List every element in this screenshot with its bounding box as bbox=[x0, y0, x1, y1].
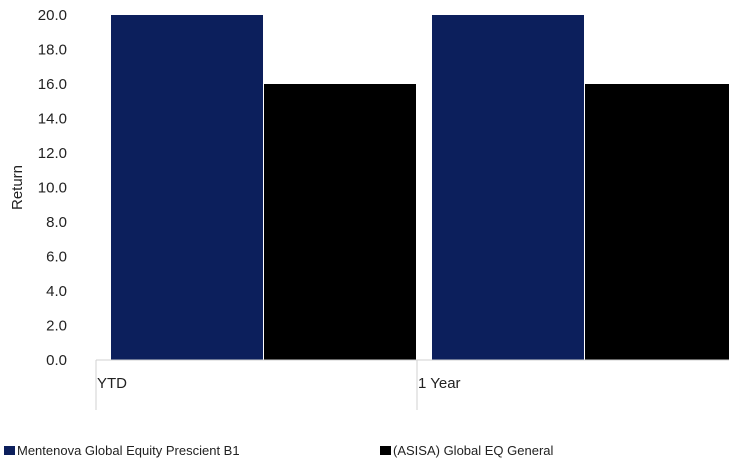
legend-item-series-1: Mentenova Global Equity Prescient B1 bbox=[4, 443, 240, 458]
y-tick-label: 0.0 bbox=[46, 352, 67, 369]
bar bbox=[432, 15, 584, 360]
y-tick-label: 2.0 bbox=[46, 318, 67, 335]
bars bbox=[111, 15, 729, 360]
x-tick-label: YTD bbox=[97, 375, 127, 392]
y-tick-label: 6.0 bbox=[46, 249, 67, 266]
x-axis: YTD 1 Year bbox=[95, 359, 729, 410]
legend-label-series-1: Mentenova Global Equity Prescient B1 bbox=[17, 443, 240, 458]
y-axis: 0.0 2.0 4.0 6.0 8.0 10.0 12.0 14.0 16.0 18.0 20.0 bbox=[38, 7, 67, 369]
legend-swatch-series-1 bbox=[4, 446, 15, 455]
bar bbox=[264, 84, 416, 360]
bar bbox=[111, 15, 263, 360]
legend: Mentenova Global Equity Prescient B1 (AS… bbox=[4, 443, 724, 461]
y-tick-label: 10.0 bbox=[38, 180, 67, 197]
y-tick-label: 14.0 bbox=[38, 111, 67, 128]
legend-swatch-series-2 bbox=[380, 446, 391, 455]
legend-label-series-2: (ASISA) Global EQ General bbox=[393, 443, 554, 458]
legend-item-series-2: (ASISA) Global EQ General bbox=[380, 443, 553, 458]
x-tick-label: 1 Year bbox=[418, 375, 461, 392]
y-tick-label: 4.0 bbox=[46, 283, 67, 300]
y-tick-label: 16.0 bbox=[38, 76, 67, 93]
y-axis-label: Return bbox=[9, 165, 26, 210]
bar-chart: 0.02.04.06.08.010.012.014.016.018.020.0 … bbox=[9, 7, 729, 410]
y-tick-label: 20.0 bbox=[38, 7, 67, 24]
y-tick-label: 18.0 bbox=[38, 42, 67, 59]
y-tick-label: 8.0 bbox=[46, 214, 67, 231]
bar bbox=[585, 84, 729, 360]
y-tick-label: 12.0 bbox=[38, 145, 67, 162]
